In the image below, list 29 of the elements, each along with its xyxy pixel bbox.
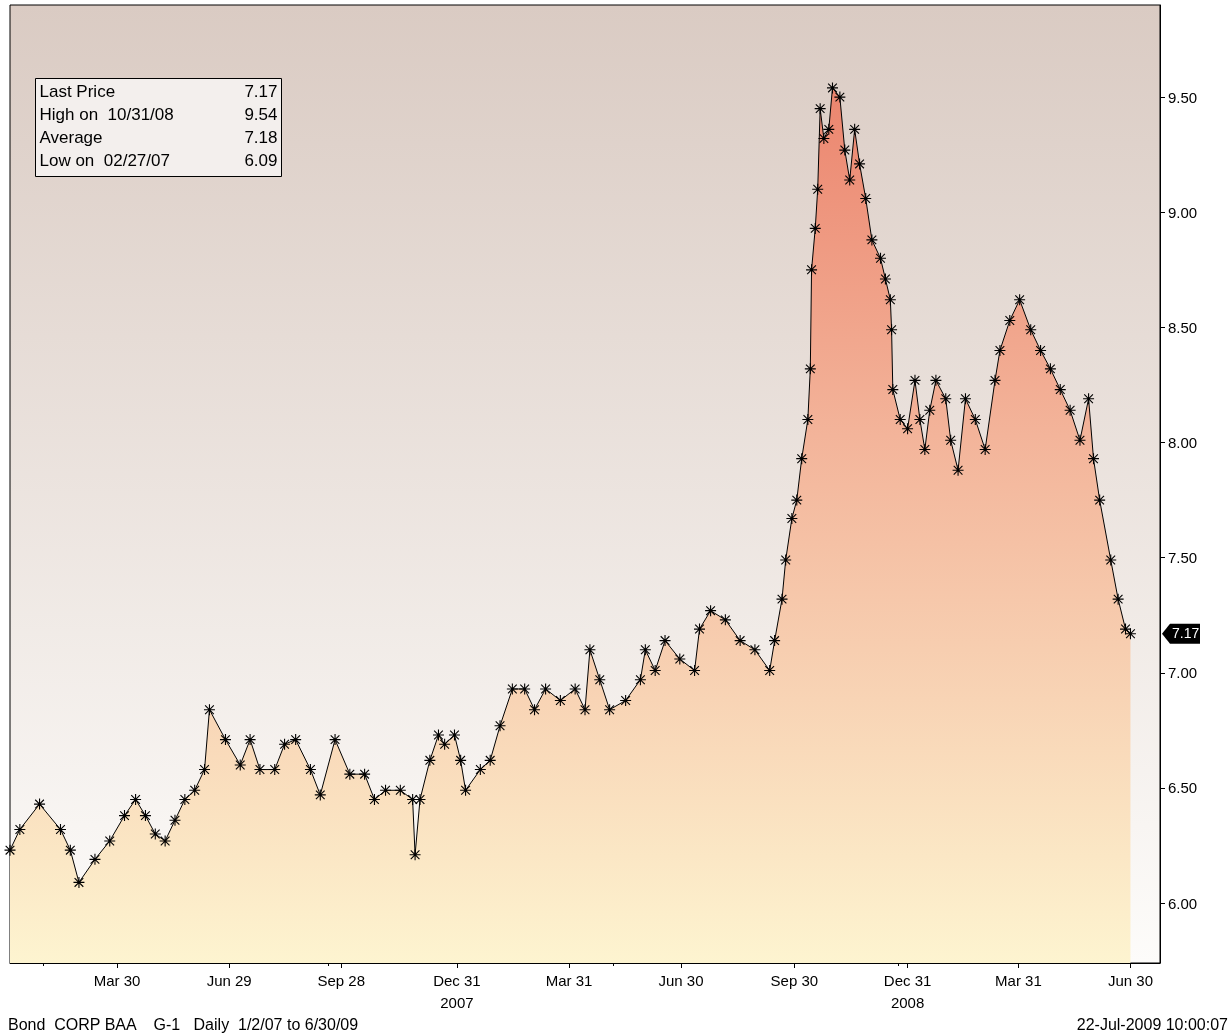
x-tick-label: Jun 29 bbox=[206, 971, 252, 989]
annotation: 9.54 bbox=[244, 104, 278, 124]
y-tick-label: 9.50 bbox=[1168, 88, 1198, 106]
x-tick-label: Mar 31 bbox=[995, 971, 1042, 989]
x-tick-label: Jun 30 bbox=[1107, 971, 1153, 989]
y-tick-label: 8.00 bbox=[1168, 434, 1198, 452]
annotation: Average bbox=[39, 127, 103, 147]
text: 22-Jul-2009 10:00:07 bbox=[1076, 1015, 1229, 1033]
annotation: Last Price bbox=[39, 81, 116, 101]
x-tick-label: Jun 30 bbox=[658, 971, 704, 989]
annotation: 6.09 bbox=[244, 150, 278, 170]
x-tick-label: Dec 31 2008 bbox=[883, 971, 932, 1011]
y-tick-label: 6.50 bbox=[1168, 779, 1198, 797]
y-tick-label: 9.00 bbox=[1168, 203, 1198, 221]
y-tick-label: 7.00 bbox=[1168, 664, 1198, 682]
annotation: 7.18 bbox=[244, 127, 278, 147]
text: Bond CORP BAA G-1 Daily 1/2/07 to 6/30/09 bbox=[8, 1015, 359, 1033]
x-tick-label: Sep 28 bbox=[317, 971, 365, 989]
x-tick-label: Mar 30 bbox=[93, 971, 141, 989]
y-tick-label: 8.50 bbox=[1168, 318, 1198, 336]
x-tick-label: Dec 31 2007 bbox=[433, 971, 481, 1011]
annotation: 7.17 bbox=[244, 81, 278, 101]
annotation: 7.17 bbox=[1172, 624, 1200, 641]
x-tick-label: Mar 31 bbox=[545, 971, 593, 989]
y-tick-label: 6.00 bbox=[1168, 894, 1198, 912]
annotation: Low on 02/27/07 bbox=[39, 150, 170, 170]
x-tick-label: Sep 30 bbox=[770, 971, 819, 989]
annotation: High on 10/31/08 bbox=[39, 104, 174, 124]
y-tick-label: 7.50 bbox=[1168, 549, 1198, 567]
